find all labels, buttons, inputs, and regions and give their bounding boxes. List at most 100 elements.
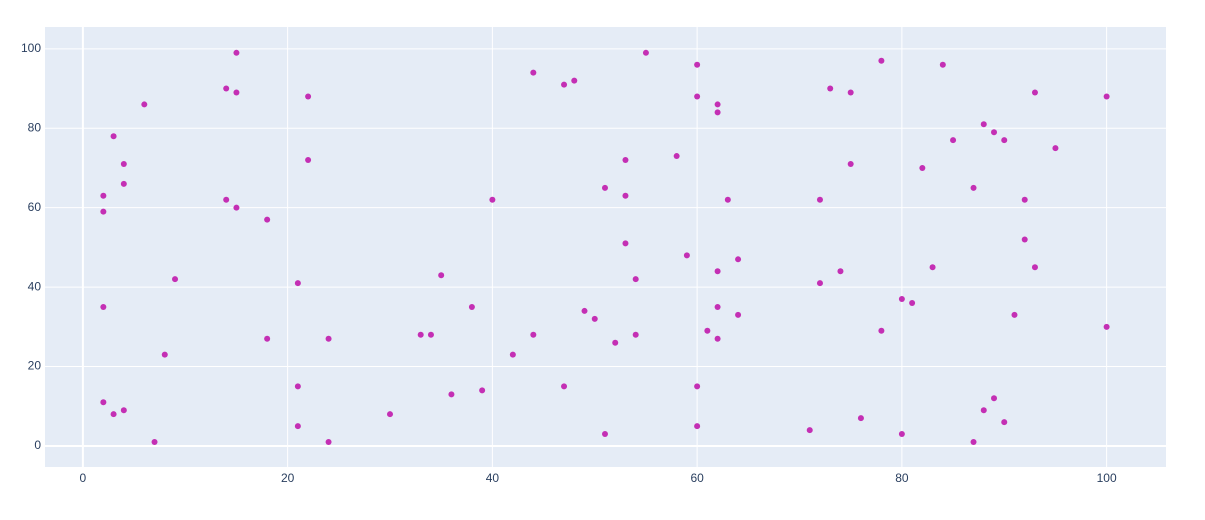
point <box>714 268 721 275</box>
point <box>120 407 127 414</box>
x-tick-label: 80 <box>895 471 909 485</box>
point <box>847 161 854 168</box>
point <box>991 395 998 402</box>
point <box>264 216 271 223</box>
point <box>571 77 578 84</box>
point <box>898 431 905 438</box>
y-tick-label: 60 <box>28 200 42 214</box>
point <box>694 423 701 430</box>
point <box>1031 264 1038 271</box>
point <box>1021 196 1028 203</box>
point <box>919 164 926 171</box>
point <box>694 93 701 100</box>
point <box>837 268 844 275</box>
point <box>110 133 117 140</box>
x-tick-label: 0 <box>80 471 87 485</box>
point <box>683 252 690 259</box>
point <box>694 61 701 68</box>
point <box>294 423 301 430</box>
point <box>223 85 230 92</box>
point <box>714 109 721 116</box>
point <box>704 327 711 334</box>
point <box>970 438 977 445</box>
point <box>1031 89 1038 96</box>
point <box>622 157 629 164</box>
point <box>305 157 312 164</box>
point <box>1001 137 1008 144</box>
point <box>120 161 127 168</box>
point <box>724 196 731 203</box>
point <box>161 351 168 358</box>
point <box>110 411 117 418</box>
point <box>878 327 885 334</box>
point <box>172 276 179 283</box>
point <box>909 299 916 306</box>
plot-area <box>45 27 1166 467</box>
point <box>950 137 957 144</box>
y-tick-label: 80 <box>28 120 42 134</box>
point <box>294 383 301 390</box>
point <box>898 296 905 303</box>
point <box>642 49 649 56</box>
point <box>673 153 680 160</box>
point <box>857 415 864 422</box>
point <box>530 69 537 76</box>
y-tick-label: 0 <box>34 438 41 452</box>
point <box>970 184 977 191</box>
point <box>233 204 240 211</box>
point <box>325 335 332 342</box>
point <box>120 180 127 187</box>
point <box>479 387 486 394</box>
point <box>264 335 271 342</box>
point <box>294 280 301 287</box>
point <box>622 192 629 199</box>
point <box>427 331 434 338</box>
point <box>714 101 721 108</box>
x-tick-label: 60 <box>690 471 704 485</box>
point <box>612 339 619 346</box>
point <box>622 240 629 247</box>
point <box>847 89 854 96</box>
point <box>233 89 240 96</box>
point <box>827 85 834 92</box>
point <box>561 383 568 390</box>
x-tick-label: 100 <box>1097 471 1117 485</box>
point <box>632 276 639 283</box>
point <box>581 307 588 314</box>
point <box>1001 419 1008 426</box>
point <box>735 311 742 318</box>
point <box>305 93 312 100</box>
point <box>530 331 537 338</box>
point <box>591 315 598 322</box>
point <box>735 256 742 263</box>
point <box>980 407 987 414</box>
point <box>387 411 394 418</box>
point <box>991 129 998 136</box>
point <box>1103 323 1110 330</box>
point <box>100 399 107 406</box>
point <box>468 303 475 310</box>
point <box>141 101 148 108</box>
point <box>151 438 158 445</box>
point <box>714 335 721 342</box>
point <box>939 61 946 68</box>
point <box>694 383 701 390</box>
y-tick-label: 100 <box>21 41 41 55</box>
point <box>714 303 721 310</box>
point <box>1021 236 1028 243</box>
point <box>100 303 107 310</box>
point <box>223 196 230 203</box>
x-tick-label: 20 <box>281 471 295 485</box>
point <box>878 57 885 64</box>
point <box>806 427 813 434</box>
point <box>438 272 445 279</box>
y-tick-label: 40 <box>28 279 42 293</box>
x-tick-label: 40 <box>486 471 500 485</box>
point <box>601 431 608 438</box>
point <box>100 208 107 215</box>
point <box>233 49 240 56</box>
point <box>100 192 107 199</box>
point <box>509 351 516 358</box>
point <box>980 121 987 128</box>
